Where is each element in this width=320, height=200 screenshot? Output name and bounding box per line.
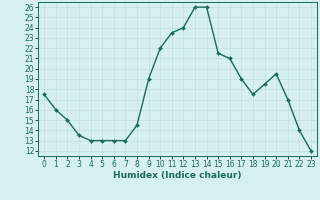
X-axis label: Humidex (Indice chaleur): Humidex (Indice chaleur) (113, 171, 242, 180)
